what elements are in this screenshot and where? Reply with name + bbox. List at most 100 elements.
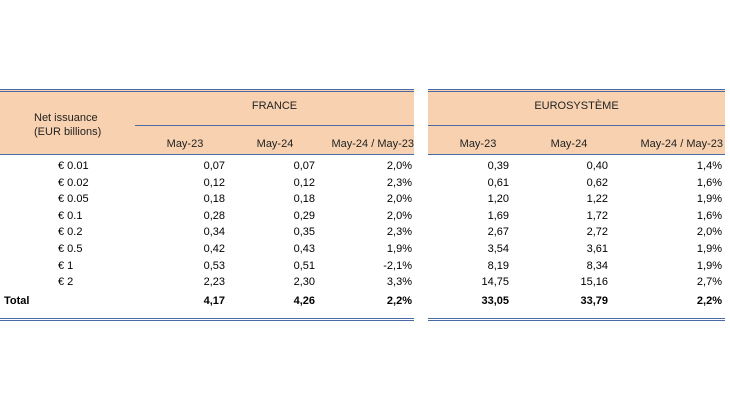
table-row: 14,75 15,16 2,7% xyxy=(428,274,725,291)
row-label: € 0.1 xyxy=(58,209,83,222)
cell: 2,0% xyxy=(696,226,722,239)
group-eurosysteme: EUROSYSTÈME xyxy=(534,100,619,112)
group-rule xyxy=(428,125,725,126)
total-may24: 33,79 xyxy=(580,295,608,307)
table-row: € 0.02 0,12 0,12 2,3% xyxy=(0,175,414,192)
row-label: € 0.5 xyxy=(58,242,83,255)
cell: 2,3% xyxy=(386,226,412,239)
cell: 0,34 xyxy=(203,226,225,239)
cell: 0,28 xyxy=(203,209,225,222)
table-row: 8,19 8,34 1,9% xyxy=(428,258,725,275)
bottom-rule-france xyxy=(0,318,414,321)
cell: 15,16 xyxy=(580,276,608,289)
table-row: € 1 0,53 0,51 -2,1% xyxy=(0,258,414,275)
table-row: 0,39 0,40 1,4% xyxy=(428,158,725,175)
table-row: € 0.2 0,34 0,35 2,3% xyxy=(0,224,414,241)
cell: 0,62 xyxy=(586,176,608,189)
cell: 2,0% xyxy=(386,160,412,172)
group-rule xyxy=(135,125,414,126)
col-change: May-24 / May-23 xyxy=(331,138,414,150)
table-row: 1,20 1,22 1,9% xyxy=(428,191,725,208)
total-may23: 4,17 xyxy=(203,295,225,307)
total-row-france: Total 4,17 4,26 2,2% xyxy=(0,294,414,308)
total-change: 2,2% xyxy=(696,295,722,307)
cell: 0,42 xyxy=(203,242,225,255)
group-france: FRANCE xyxy=(251,100,298,112)
table-row: € 0.01 0,07 0,07 2,0% xyxy=(0,158,414,175)
table-row: 3,54 3,61 1,9% xyxy=(428,241,725,258)
row-label: € 0.01 xyxy=(58,160,89,172)
row-label: € 0.2 xyxy=(58,226,83,239)
cell: 0,61 xyxy=(487,176,509,189)
eurosysteme-table: EUROSYSTÈME May-23 May-24 May-24 / May-2… xyxy=(428,89,725,291)
total-may24: 4,26 xyxy=(293,295,315,307)
cell: 1,6% xyxy=(696,209,722,222)
header-rule xyxy=(428,154,725,155)
cell: 2,67 xyxy=(487,226,509,239)
row-label: € 0.05 xyxy=(58,193,89,206)
total-change: 2,2% xyxy=(386,295,412,307)
cell: 2,72 xyxy=(586,226,608,239)
cell: 1,69 xyxy=(487,209,509,222)
cell: 0,12 xyxy=(293,176,315,189)
cell: 1,9% xyxy=(696,242,722,255)
france-header: Net issuance (EUR billions) FRANCE May-2… xyxy=(0,89,414,154)
col-may24: May-24 xyxy=(256,138,294,150)
cell: -2,1% xyxy=(383,259,412,272)
table-row: € 0.1 0,28 0,29 2,0% xyxy=(0,208,414,225)
cell: 0,07 xyxy=(293,160,315,172)
cell: 1,9% xyxy=(696,193,722,206)
row-header-label: Net issuance (EUR billions) xyxy=(34,111,101,139)
header-rule xyxy=(0,154,414,155)
cell: 2,7% xyxy=(696,276,722,289)
cell: 0,51 xyxy=(293,259,315,272)
cell: 0,07 xyxy=(203,160,225,172)
cell: 2,3% xyxy=(386,176,412,189)
cell: 2,0% xyxy=(386,193,412,206)
row-header-line-2: (EUR billions) xyxy=(34,126,102,138)
cell: 2,30 xyxy=(293,276,315,289)
cell: 0,18 xyxy=(203,193,225,206)
cell: 14,75 xyxy=(481,276,509,289)
cell: 8,34 xyxy=(586,259,608,272)
france-table: Net issuance (EUR billions) FRANCE May-2… xyxy=(0,89,414,291)
cell: 0,40 xyxy=(586,160,608,172)
row-label: € 1 xyxy=(58,259,74,272)
table-row: € 2 2,23 2,30 3,3% xyxy=(0,274,414,291)
total-label: Total xyxy=(4,295,30,307)
cell: 1,9% xyxy=(386,242,412,255)
cell: 0,29 xyxy=(293,209,315,222)
table-row: 1,69 1,72 1,6% xyxy=(428,208,725,225)
bottom-rule-eurosysteme xyxy=(428,318,725,321)
cell: 1,22 xyxy=(586,193,608,206)
eurosysteme-header: EUROSYSTÈME May-23 May-24 May-24 / May-2… xyxy=(428,89,725,154)
cell: 8,19 xyxy=(487,259,509,272)
cell: 1,20 xyxy=(487,193,509,206)
table-row: € 0.5 0,42 0,43 1,9% xyxy=(0,241,414,258)
row-label: € 2 xyxy=(58,276,74,289)
cell: 1,72 xyxy=(586,209,608,222)
table-row: 2,67 2,72 2,0% xyxy=(428,224,725,241)
table-row: € 0.05 0,18 0,18 2,0% xyxy=(0,191,414,208)
row-header-line-1: Net issuance xyxy=(34,112,98,124)
cell: 0,43 xyxy=(293,242,315,255)
cell: 2,0% xyxy=(386,209,412,222)
cell: 1,4% xyxy=(696,160,722,172)
cell: 0,39 xyxy=(487,160,509,172)
row-label: € 0.02 xyxy=(58,176,89,189)
cell: 0,18 xyxy=(293,193,315,206)
col-change: May-24 / May-23 xyxy=(640,138,723,150)
col-may24: May-24 xyxy=(550,138,588,150)
col-may23: May-23 xyxy=(166,138,204,150)
cell: 3,54 xyxy=(487,242,509,255)
cell: 0,35 xyxy=(293,226,315,239)
cell: 3,3% xyxy=(386,276,412,289)
table-row: 0,61 0,62 1,6% xyxy=(428,175,725,192)
cell: 3,61 xyxy=(586,242,608,255)
cell: 0,12 xyxy=(203,176,225,189)
cell: 1,9% xyxy=(696,259,722,272)
col-may23: May-23 xyxy=(459,138,497,150)
cell: 0,53 xyxy=(203,259,225,272)
cell: 2,23 xyxy=(203,276,225,289)
total-may23: 33,05 xyxy=(481,295,509,307)
